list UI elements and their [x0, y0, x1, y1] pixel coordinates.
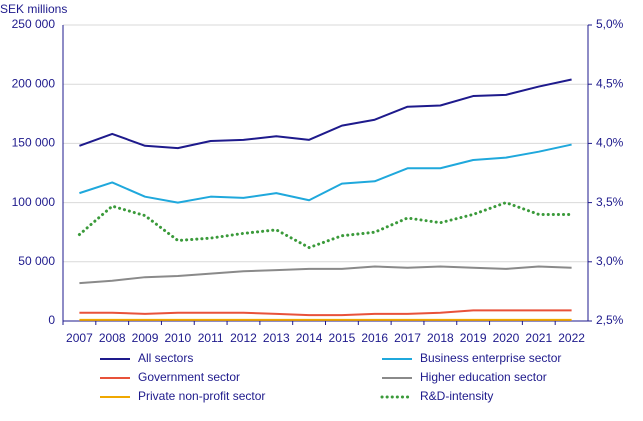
- x-tick-label: 2014: [296, 331, 323, 345]
- x-tick-label: 2009: [132, 331, 159, 345]
- y-tick-label: 100 000: [12, 195, 56, 209]
- series-line: [79, 143, 572, 204]
- y2-tick-label: 4,0%: [596, 136, 624, 150]
- y2-tick-label: 5,0%: [596, 17, 624, 31]
- x-tick-label: 2018: [427, 331, 454, 345]
- y-axis-label: SEK millions: [0, 2, 67, 16]
- legend-label: Private non-profit sector: [138, 389, 265, 403]
- y2-tick-label: 3,5%: [596, 195, 624, 209]
- legend-label: All sectors: [138, 351, 193, 365]
- y-tick-label: 50 000: [18, 254, 55, 268]
- series-line: [77, 201, 574, 250]
- x-tick-label: 2007: [66, 331, 93, 345]
- x-tick-label: 2008: [99, 331, 126, 345]
- y2-tick-label: 3,0%: [596, 254, 624, 268]
- y-tick-label: 250 000: [12, 17, 56, 31]
- series-line: [79, 265, 572, 285]
- legend-label: Business enterprise sector: [420, 351, 561, 365]
- x-tick-label: 2019: [460, 331, 487, 345]
- legend-label: R&D-intensity: [420, 389, 493, 403]
- y-tick-label: 200 000: [12, 76, 56, 90]
- legend-label: Government sector: [138, 370, 240, 384]
- x-tick-label: 2017: [394, 331, 421, 345]
- x-tick-label: 2016: [361, 331, 388, 345]
- legend-label: Higher education sector: [420, 370, 547, 384]
- x-tick-label: 2015: [329, 331, 356, 345]
- x-tick-label: 2013: [263, 331, 290, 345]
- y-tick-label: 0: [48, 313, 55, 327]
- y2-tick-label: 4,5%: [596, 76, 624, 90]
- x-tick-label: 2021: [525, 331, 552, 345]
- y-tick-label: 150 000: [12, 136, 56, 150]
- x-tick-label: 2022: [558, 331, 585, 345]
- x-tick-label: 2012: [230, 331, 257, 345]
- x-tick-label: 2011: [198, 331, 224, 345]
- series-line: [79, 309, 572, 317]
- x-tick-label: 2010: [164, 331, 191, 345]
- series-line: [79, 78, 572, 150]
- x-tick-label: 2020: [493, 331, 520, 345]
- y2-tick-label: 2,5%: [596, 313, 624, 327]
